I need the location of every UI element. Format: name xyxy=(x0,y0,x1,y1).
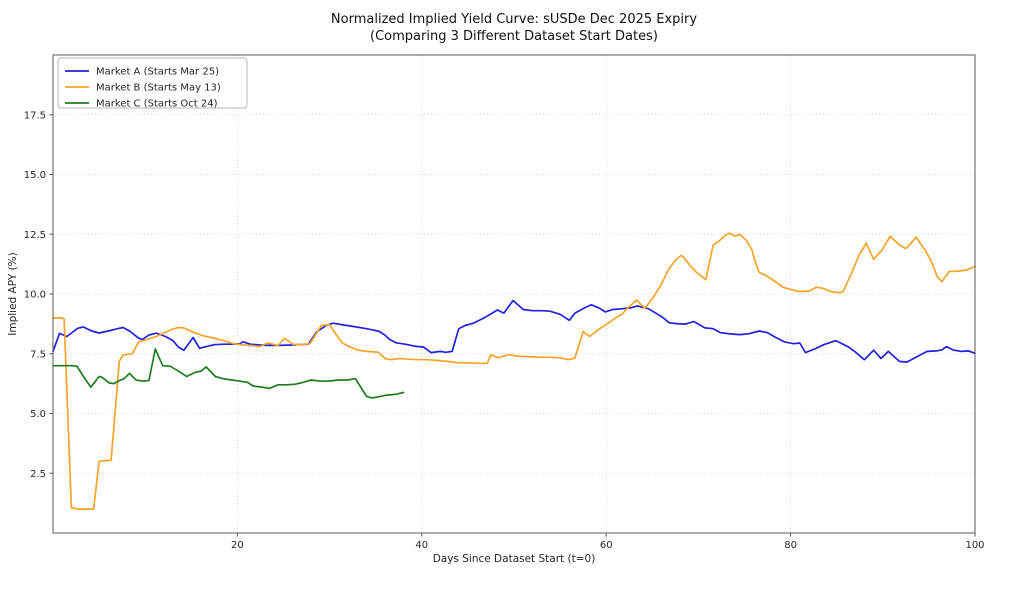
chart-title: Normalized Implied Yield Curve: sUSDe De… xyxy=(331,12,697,27)
x-tick-label: 100 xyxy=(965,540,984,551)
y-tick-label: 15.0 xyxy=(24,170,46,181)
y-tick-label: 10.0 xyxy=(24,290,46,301)
axis-tick-labels: 20 40 60 80 100 2.5 5.0 7.5 10.0 12.5 15.0 17.5 xyxy=(24,110,985,551)
legend-item: Market B (Starts May 13) xyxy=(65,83,221,94)
x-tick-label: 80 xyxy=(784,540,797,551)
legend: Market A (Starts Mar 25) Market B (Starts… xyxy=(57,57,248,110)
y-tick-label: 7.5 xyxy=(30,349,46,360)
x-tick-label: 40 xyxy=(415,540,428,551)
legend-item-label: Market C (Starts Oct 24) xyxy=(96,99,218,110)
series-line-c xyxy=(52,348,405,399)
legend-box xyxy=(57,57,248,109)
legend-item-label: Market A (Starts Mar 25) xyxy=(96,67,219,78)
legend-item: Market A (Starts Mar 25) xyxy=(65,67,219,78)
series-lines xyxy=(52,232,976,510)
y-axis-label: Implied APY (%) xyxy=(7,252,19,336)
series-line-b xyxy=(52,232,976,510)
legend-item-label: Market B (Starts May 13) xyxy=(96,83,221,94)
x-tick-label: 60 xyxy=(600,540,613,551)
y-tick-label: 5.0 xyxy=(30,409,46,420)
x-tick-label: 20 xyxy=(231,540,244,551)
x-axis-label: Days Since Dataset Start (t=0) xyxy=(433,553,596,565)
chart-subtitle: (Comparing 3 Different Dataset Start Dat… xyxy=(370,29,658,44)
y-tick-label: 12.5 xyxy=(24,230,46,241)
axis-ticks xyxy=(49,114,976,537)
legend-item: Market C (Starts Oct 24) xyxy=(65,99,218,110)
series-line-a xyxy=(52,299,976,363)
y-tick-label: 17.5 xyxy=(24,110,46,121)
y-tick-label: 2.5 xyxy=(30,469,46,480)
